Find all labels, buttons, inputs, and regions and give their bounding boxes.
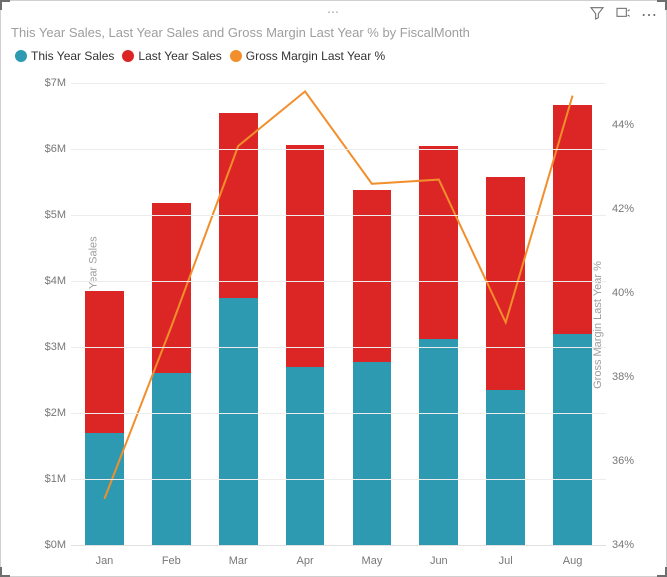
gridline (71, 215, 606, 216)
y-right-tick-label: 40% (612, 287, 648, 299)
legend-label: Last Year Sales (138, 49, 221, 63)
more-options-icon[interactable]: ⋯ (641, 8, 658, 24)
legend-label: This Year Sales (31, 49, 114, 63)
legend-item[interactable]: Last Year Sales (122, 49, 221, 63)
legend: This Year Sales Last Year Sales Gross Marg… (15, 49, 385, 63)
y-left-tick-label: $2M (26, 407, 66, 419)
x-tick-label: Mar (229, 555, 248, 567)
resize-handle-tl[interactable] (0, 0, 10, 10)
legend-swatch (122, 50, 134, 62)
y-left-tick-label: $7M (26, 77, 66, 89)
legend-swatch (230, 50, 242, 62)
gridline (71, 149, 606, 150)
gridline (71, 413, 606, 414)
y-left-tick-label: $4M (26, 275, 66, 287)
legend-item[interactable]: This Year Sales (15, 49, 114, 63)
y-right-tick-label: 38% (612, 371, 648, 383)
y-left-tick-label: $6M (26, 143, 66, 155)
gridline (71, 281, 606, 282)
plot-area: $0M$1M$2M$3M$4M$5M$6M$7M34%36%38%40%42%4… (71, 83, 606, 546)
legend-item[interactable]: Gross Margin Last Year % (230, 49, 385, 63)
legend-label: Gross Margin Last Year % (246, 49, 385, 63)
y-left-tick-label: $0M (26, 539, 66, 551)
x-tick-label: Jan (96, 555, 114, 567)
focus-mode-icon[interactable] (615, 5, 631, 26)
chart-visual-container: ⋯ ⋯ This Year Sales, Last Year Sales and… (0, 0, 667, 577)
gridline (71, 83, 606, 84)
x-tick-label: May (362, 555, 383, 567)
line-layer (71, 83, 606, 545)
y-right-tick-label: 42% (612, 203, 648, 215)
legend-swatch (15, 50, 27, 62)
x-tick-label: Jul (499, 555, 513, 567)
y-left-tick-label: $3M (26, 341, 66, 353)
resize-handle-tr[interactable] (657, 0, 667, 10)
y-right-tick-label: 44% (612, 119, 648, 131)
x-tick-label: Feb (162, 555, 181, 567)
y-left-tick-label: $5M (26, 209, 66, 221)
x-tick-label: Apr (297, 555, 314, 567)
visual-toolbar: ⋯ (589, 5, 658, 26)
gridline (71, 479, 606, 480)
drag-handle-icon[interactable]: ⋯ (327, 5, 340, 19)
y-right-tick-label: 34% (612, 539, 648, 551)
filter-icon[interactable] (589, 5, 605, 26)
y-left-tick-label: $1M (26, 473, 66, 485)
chart-area: This Year Sales and Last Year Sales Gros… (1, 73, 666, 576)
line-series-gross-margin[interactable] (104, 91, 572, 498)
y-right-tick-label: 36% (612, 455, 648, 467)
x-tick-label: Aug (563, 555, 583, 567)
x-tick-label: Jun (430, 555, 448, 567)
chart-title: This Year Sales, Last Year Sales and Gro… (11, 25, 656, 40)
gridline (71, 347, 606, 348)
